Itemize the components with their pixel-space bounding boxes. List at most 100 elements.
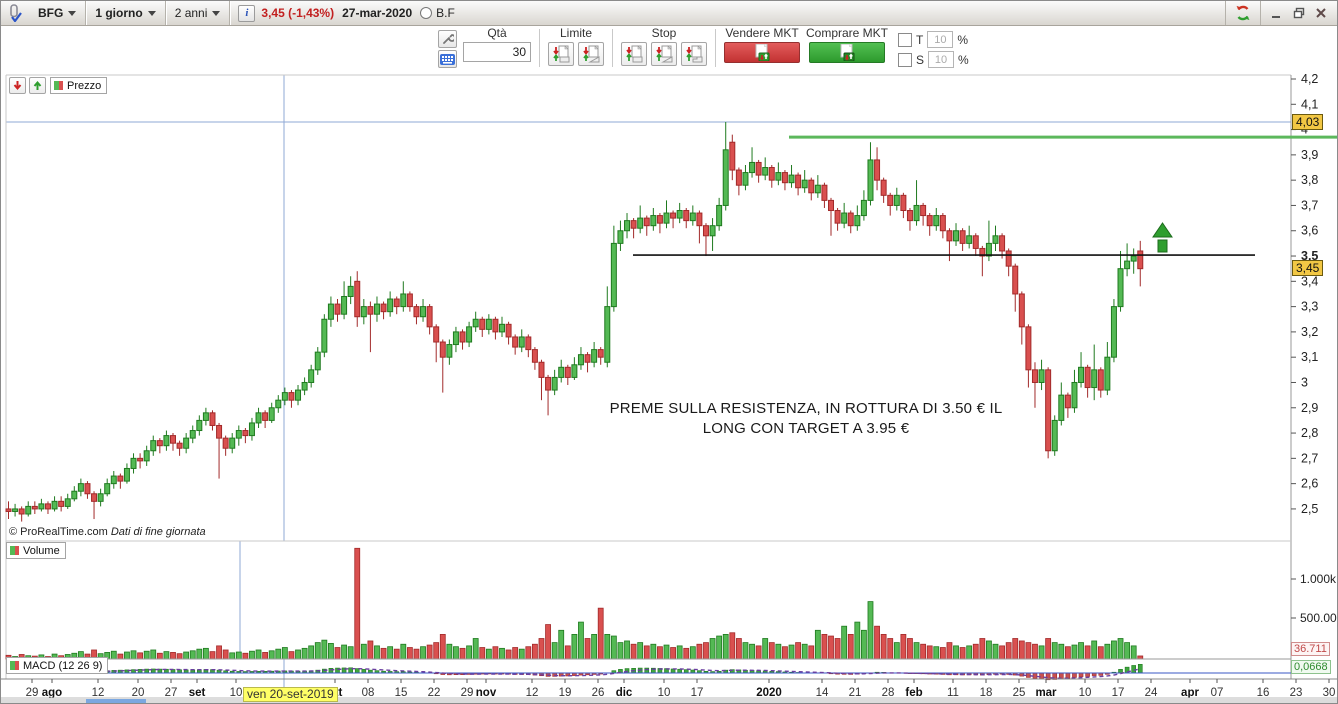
symbol-dropdown[interactable]: BFG [29,1,85,25]
volume-bar [854,621,861,660]
candle-body [150,440,157,452]
candle-up [163,430,170,451]
macd-indicator-box[interactable]: MACD (12 26 9) [6,657,109,674]
candle-up [953,223,960,246]
candle-up [1110,299,1117,363]
volume-bar [782,646,788,660]
h-scrollbar-thumb[interactable] [86,699,146,704]
candle-up [775,162,782,186]
price-indicator-box[interactable]: Prezzo [50,77,108,94]
volume-bar [676,645,683,660]
candle-body [281,392,288,401]
candle-body [189,430,196,439]
price-tick-label: 3,9 [1301,148,1318,162]
candle-up [650,207,657,231]
candle-body [439,341,446,358]
candle-body [1045,369,1052,452]
chart-canvas[interactable]: 4,24,143,93,83,73,63,53,43,33,23,132,92,… [1,71,1338,704]
stop-percent-input[interactable] [928,51,955,68]
volume-bar [814,629,821,660]
sell-limit-button[interactable] [548,42,574,66]
candle-body [788,174,795,184]
h-scrollbar-track[interactable] [1,699,1338,704]
buy-shortcut-button[interactable] [29,77,46,94]
candle-up [610,225,617,312]
volume-bar [216,645,222,660]
order-settings-button[interactable] [438,30,457,48]
candle-body [683,210,690,222]
volume-bar [268,650,275,660]
candle-body [624,220,631,232]
buy-market-button[interactable] [809,42,885,63]
candle-down [972,233,979,257]
trailing-stop-button[interactable] [681,42,707,66]
macd-bar [1039,672,1044,680]
volume-indicator-box[interactable]: Volume [6,542,66,559]
candle-up [295,385,302,406]
title-bar-left: BFG 1 giorno 2 anni i 3,45 (-1,43%) 27-m… [1,1,455,25]
refresh-icon[interactable] [1234,4,1252,22]
macd-bar [1065,672,1071,679]
range-label: 2 anni [174,6,208,20]
volume-bar [137,652,144,660]
candle-up [1071,369,1078,413]
candle-body [1025,326,1032,371]
time-tick-label: 28 [882,687,895,699]
target-checkbox[interactable] [898,32,913,47]
candle-up [189,425,196,444]
buy-limit-button[interactable] [578,42,604,66]
stop-checkbox[interactable] [898,52,913,67]
time-tick-label: dic [616,687,633,699]
time-tick-label: 19 [559,687,572,699]
restore-button[interactable] [1289,5,1309,22]
candle-body [459,331,466,343]
candle-up [624,213,631,239]
volume-bar [262,652,269,660]
candle-up [308,364,315,388]
close-button[interactable] [1311,5,1331,22]
minimize-button[interactable] [1267,5,1287,22]
candle-up [281,387,288,406]
sell-stop-button[interactable] [621,42,647,66]
chart-area[interactable]: 4,24,143,93,83,73,63,53,43,33,23,132,92,… [1,71,1338,704]
candle-down [1012,263,1019,312]
timeframe-dropdown[interactable]: 1 giorno [86,1,164,25]
candle-up [762,157,769,181]
info-icon[interactable]: i [238,4,256,22]
volume-bar [650,643,657,660]
candle-body [479,318,486,330]
quantity-input[interactable] [463,42,531,62]
candle-body [959,230,966,244]
candle-up [551,369,558,396]
volume-bar [913,642,920,660]
candle-down [525,334,532,358]
macd-bar [1072,672,1077,678]
volume-bar [749,643,755,660]
range-dropdown[interactable]: 2 anni [166,1,230,25]
volume-bar [170,652,176,660]
feed-radio[interactable] [420,7,433,19]
candle-body [781,172,788,184]
keyboard-button[interactable] [438,50,457,68]
candle-body [860,199,867,217]
candle-body [716,204,723,227]
volume-bar [295,649,301,660]
volume-bar [433,642,440,660]
time-tick-label: 21 [849,687,862,699]
candle-body [729,141,736,171]
candle-up [518,329,525,353]
candle-body [913,204,920,222]
candle-body [953,230,960,242]
buy-stop-button[interactable] [651,42,677,66]
volume-bar [663,644,670,660]
candle-body [1071,381,1078,409]
sell-market-button[interactable] [724,42,800,63]
volume-bar [972,643,979,660]
candle-body [393,298,400,308]
volume-bar [900,634,907,660]
sell-shortcut-button[interactable] [9,77,26,94]
candle-up [12,503,19,517]
candle-up [104,478,111,497]
candle-body [413,306,420,318]
target-percent-input[interactable] [927,31,954,48]
